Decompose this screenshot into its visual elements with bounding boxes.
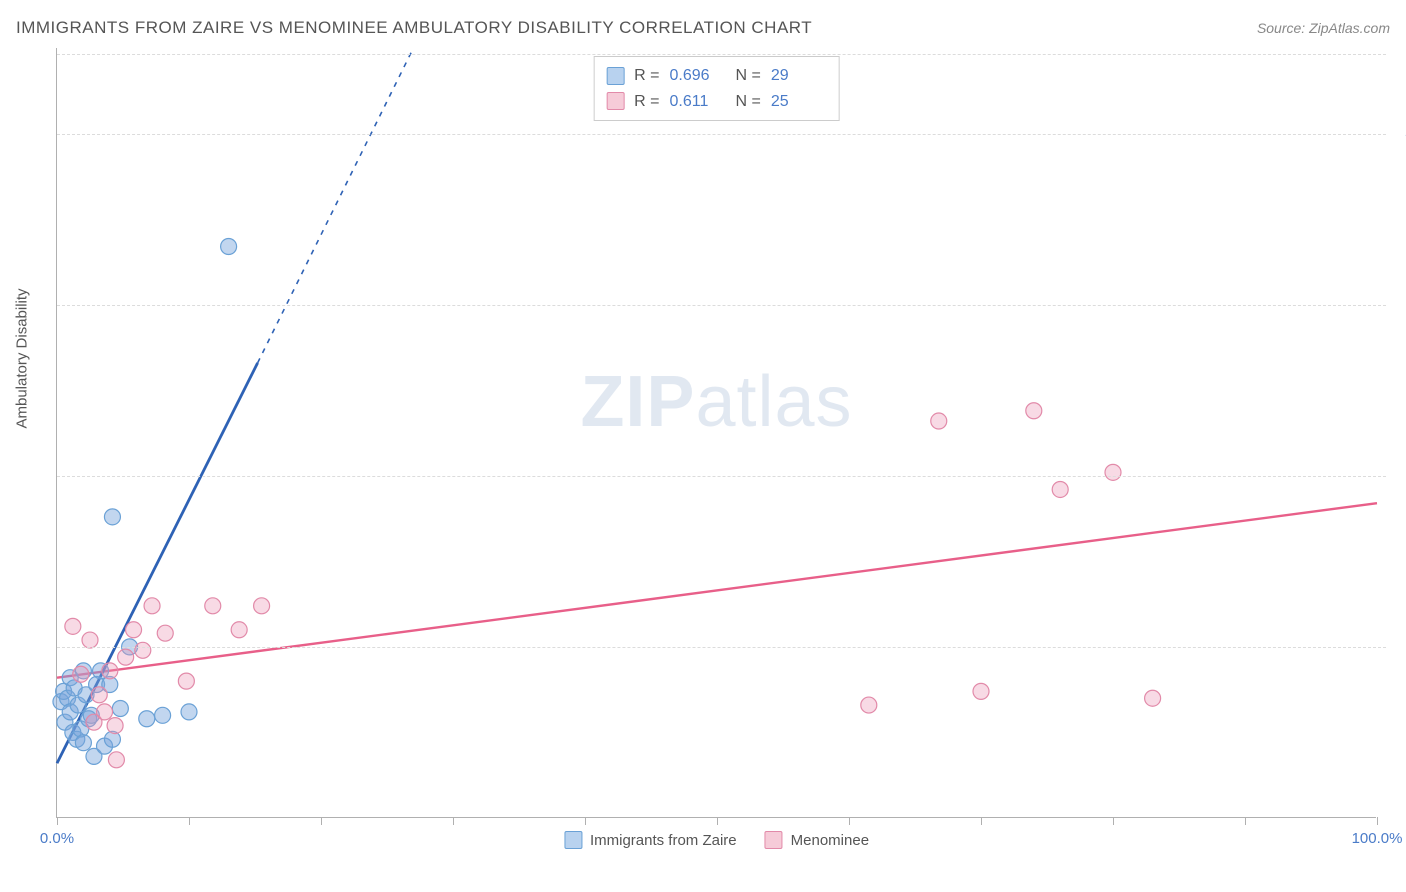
source-attribution: Source: ZipAtlas.com: [1257, 20, 1390, 36]
x-tick: [57, 817, 58, 825]
data-point: [1026, 403, 1042, 419]
gridline: [57, 476, 1386, 477]
r-value-blue: 0.696: [670, 63, 726, 89]
bottom-legend-item-blue: Immigrants from Zaire: [564, 831, 737, 849]
data-point: [65, 618, 81, 634]
y-axis-label: Ambulatory Disability: [14, 288, 31, 428]
data-point: [75, 735, 91, 751]
legend-swatch-pink: [606, 92, 624, 110]
data-point: [73, 666, 89, 682]
legend-stats-row-pink: R = 0.611 N = 25: [606, 89, 827, 115]
gridline: [57, 305, 1386, 306]
data-point: [178, 673, 194, 689]
data-point: [973, 683, 989, 699]
series-name-pink: Menominee: [791, 832, 869, 849]
data-point: [144, 598, 160, 614]
x-tick: [321, 817, 322, 825]
legend-swatch-blue-bottom: [564, 831, 582, 849]
r-label: R =: [634, 89, 659, 115]
data-point: [91, 687, 107, 703]
x-tick: [1377, 817, 1378, 825]
gridline: [57, 134, 1386, 135]
plot-area: ZIPatlas R = 0.696 N = 29 R = 0.611 N = …: [56, 48, 1376, 818]
legend-swatch-pink-bottom: [765, 831, 783, 849]
legend-stats-row-blue: R = 0.696 N = 29: [606, 63, 827, 89]
chart-svg: [57, 48, 1376, 817]
source-name: ZipAtlas.com: [1309, 20, 1390, 36]
chart-title: IMMIGRANTS FROM ZAIRE VS MENOMINEE AMBUL…: [16, 18, 812, 38]
data-point: [82, 632, 98, 648]
data-point: [861, 697, 877, 713]
r-label: R =: [634, 63, 659, 89]
x-tick-label-start: 0.0%: [40, 830, 74, 847]
bottom-legend-item-pink: Menominee: [765, 831, 869, 849]
title-bar: IMMIGRANTS FROM ZAIRE VS MENOMINEE AMBUL…: [16, 18, 1390, 38]
data-point: [118, 649, 134, 665]
bottom-legend: Immigrants from Zaire Menominee: [564, 831, 869, 849]
data-point: [112, 700, 128, 716]
x-tick: [585, 817, 586, 825]
legend-stats-box: R = 0.696 N = 29 R = 0.611 N = 25: [593, 56, 840, 121]
r-value-pink: 0.611: [670, 89, 726, 115]
gridline: [57, 647, 1386, 648]
x-tick: [1245, 817, 1246, 825]
x-tick-label-end: 100.0%: [1352, 830, 1403, 847]
data-point: [155, 707, 171, 723]
data-point: [102, 663, 118, 679]
series-name-blue: Immigrants from Zaire: [590, 832, 737, 849]
data-point: [205, 598, 221, 614]
n-label: N =: [736, 63, 761, 89]
x-tick: [1113, 817, 1114, 825]
data-point: [107, 718, 123, 734]
source-label: Source:: [1257, 20, 1309, 36]
data-point: [221, 238, 237, 254]
gridline: [57, 54, 1386, 55]
data-point: [104, 509, 120, 525]
x-tick: [849, 817, 850, 825]
data-point: [931, 413, 947, 429]
n-label: N =: [736, 89, 761, 115]
trend-line: [57, 503, 1377, 678]
data-point: [97, 704, 113, 720]
chart-container: IMMIGRANTS FROM ZAIRE VS MENOMINEE AMBUL…: [0, 0, 1406, 892]
legend-swatch-blue: [606, 67, 624, 85]
data-point: [231, 622, 247, 638]
x-tick: [717, 817, 718, 825]
data-point: [181, 704, 197, 720]
data-point: [108, 752, 124, 768]
x-tick: [453, 817, 454, 825]
data-point: [254, 598, 270, 614]
data-point: [1105, 464, 1121, 480]
data-point: [139, 711, 155, 727]
data-point: [135, 642, 151, 658]
n-value-blue: 29: [771, 63, 827, 89]
x-tick: [981, 817, 982, 825]
x-tick: [189, 817, 190, 825]
data-point: [157, 625, 173, 641]
data-point: [126, 622, 142, 638]
trend-line: [258, 48, 414, 363]
data-point: [1052, 481, 1068, 497]
n-value-pink: 25: [771, 89, 827, 115]
data-point: [1145, 690, 1161, 706]
